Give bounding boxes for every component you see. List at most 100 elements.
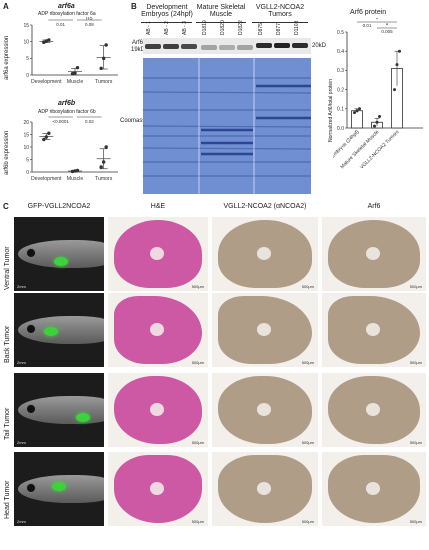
lane-label: AB - 3 [182,21,188,35]
tissue-lumen [256,402,272,416]
y-tick-label: 20 [23,120,29,126]
row-tail: Tail Tumor [4,407,11,440]
data-point [47,38,51,42]
col-arf6: Arf6 [367,203,381,210]
arf6-protein-title: Arf6 protein [350,9,387,16]
arf6b-title: arf6b [58,100,76,107]
blot-band [219,45,235,50]
tissue-lumen [150,246,164,260]
scale-bar-label: 500μm [301,360,314,365]
arf6-western-blot [143,38,311,54]
panel-a-label: A [3,2,9,11]
ncoa2-ihc-image: 500μm [212,373,318,447]
lane-label: AB - 1 [146,21,152,35]
he-stain-image: 500μm [108,217,208,291]
fish-eye [26,404,36,414]
data-point [104,145,108,149]
data-point [42,137,46,142]
scale-bar-label: 500μm [301,519,314,524]
blot-band [274,43,290,48]
ncoa2-ihc-image: 500μm [212,452,318,526]
gfp-signal [44,327,58,336]
tissue-lumen [256,246,272,260]
y-tick-label: 0.0 [337,126,344,132]
scale-bar-label: 2mm [17,284,26,289]
bar [351,110,363,129]
data-point [398,49,401,53]
sig-p: 0.01 [363,23,372,28]
blot-band [237,45,253,50]
gfp-signal [76,413,90,422]
data-point [393,88,396,92]
scale-bar-label: 500μm [191,440,204,445]
tissue-lumen [150,481,164,495]
sig-star: * [376,18,379,24]
scale-bar-label: 500μm [191,360,204,365]
tissue-lumen [256,322,272,336]
y-tick-label: 0.1 [337,107,344,113]
group-embryos: Development Embryos (24hpf) [141,4,193,18]
data-point [375,120,379,124]
row-back: Back Tumor [4,325,11,363]
arf6-ihc-image: 500μm [322,373,426,447]
scale-bar-label: 500μm [301,440,314,445]
arf6-ihc-image: 500μm [322,452,426,526]
tissue-lumen [365,322,381,336]
blot-band [201,45,217,50]
scale-bar-label: 500μm [191,519,204,524]
lane-label: D1103 [294,20,300,35]
data-point [395,63,399,67]
panel-c-label: C [3,202,9,211]
blot-band [163,44,179,49]
y-tick-label: 0 [26,170,29,176]
fish-eye [26,483,36,493]
tissue-lumen [150,402,164,416]
data-point [378,114,381,118]
ncoa2-ihc-image: 500μm [212,217,318,291]
y-tick-label: 0.4 [337,49,344,55]
fish-gfp-image: 2mm [14,452,104,526]
blot-band [292,43,308,48]
x-tick-label: Muscle [67,79,84,85]
col-ncoa2: VGLL2-NCOA2 (αNCOA2) [223,203,307,210]
group-divider-2 [196,22,246,23]
scale-bar-label: 2mm [17,360,26,365]
data-point [104,43,108,47]
data-point [47,131,51,135]
scale-bar-label: 500μm [409,360,422,365]
col-he: H&E [150,203,166,210]
sig-p: 0.01 [56,22,65,27]
data-point [73,71,77,75]
sig-p: 0.03 [85,119,94,124]
tissue-lumen [365,246,381,260]
y-tick-label: 0 [26,73,29,79]
blot-band [181,44,197,49]
blot-label: Arf6 [132,40,144,46]
arf6a-subtitle: ADP ribosylation factor 6a [38,11,96,17]
col-gfp: GFP-VGLL2NCOA2 [27,203,91,210]
data-point [101,56,106,61]
lane-label: D1822 [238,20,244,35]
data-point [99,66,103,71]
scale-bar-label: 500μm [409,519,422,524]
scale-bar-label: 500μm [409,284,422,289]
data-point [355,109,359,113]
coomassie-label: Coomassie [120,118,151,124]
gfp-signal [52,482,66,491]
scale-bar-label: 2mm [17,519,26,524]
y-tick-label: 0.2 [337,87,344,93]
y-tick-label: 10 [23,145,29,151]
gfp-signal [54,257,68,266]
data-point [42,40,46,45]
y-tick-label: 10 [23,39,29,45]
fish-gfp-image: 2mm [14,217,104,291]
lane-label: D1819 [202,20,208,35]
coomassie-gel [143,58,311,194]
y-tick-label: 5 [26,56,29,62]
sig-star: ns [86,17,92,22]
sig-star: * [59,17,62,22]
sig-star: * [386,24,389,30]
sig-p: 0.005 [381,29,393,34]
arf6-ihc-image: 500μm [322,217,426,291]
